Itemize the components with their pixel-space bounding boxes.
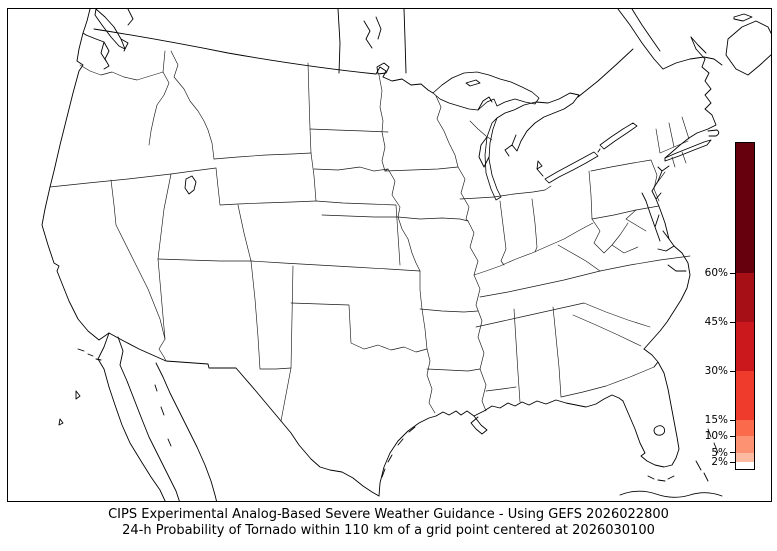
colorbar-segment	[736, 436, 754, 453]
colorbar-tick: 2%	[711, 456, 735, 468]
figure-caption: CIPS Experimental Analog-Based Severe We…	[0, 507, 777, 539]
colorbar-tick-mark	[730, 452, 735, 454]
colorbar-tick: 60%	[705, 267, 735, 279]
colorbar-tick: 45%	[705, 316, 735, 328]
colorbar-tick-labels: 60% 45% 30% 15% 10% 5% 2%	[665, 143, 735, 469]
colorbar-tick-label: 2%	[711, 456, 728, 469]
colorbar-tick-label: 5%	[711, 446, 728, 459]
colorbar-tick-label: 15%	[704, 414, 728, 427]
colorbar-tick: 5%	[711, 447, 735, 459]
colorbar-tick-mark	[730, 370, 735, 372]
colorbar-tick-label: 10%	[704, 430, 728, 443]
colorbar-segment	[736, 452, 754, 463]
colorbar-segment	[736, 420, 754, 437]
colorbar-tick: 10%	[705, 430, 735, 442]
colorbar-tick-mark	[730, 321, 735, 323]
colorbar-segment	[736, 371, 754, 421]
colorbar-segment	[736, 322, 754, 372]
colorbar-tick-mark	[730, 461, 735, 463]
colorbar-tick-mark	[730, 435, 735, 437]
conus-basemap	[41, 9, 771, 501]
colorbar-tick: 15%	[705, 414, 735, 426]
colorbar-tick-label: 30%	[704, 365, 728, 378]
colorbar-segment	[736, 273, 754, 323]
colorbar-tick: 30%	[705, 365, 735, 377]
colorbar-tick-label: 60%	[704, 267, 728, 280]
caption-line-1: CIPS Experimental Analog-Based Severe We…	[108, 507, 669, 522]
colorbar-segment	[736, 143, 754, 274]
caption-line-2: 24-h Probability of Tornado within 110 k…	[122, 523, 655, 538]
colorbar-segment	[736, 462, 754, 469]
colorbar-tick-label: 45%	[704, 316, 728, 329]
probability-colorbar	[735, 142, 755, 470]
colorbar-tick-mark	[730, 272, 735, 274]
map-frame: 60% 45% 30% 15% 10% 5% 2%	[7, 8, 772, 502]
colorbar-tick-mark	[730, 419, 735, 421]
